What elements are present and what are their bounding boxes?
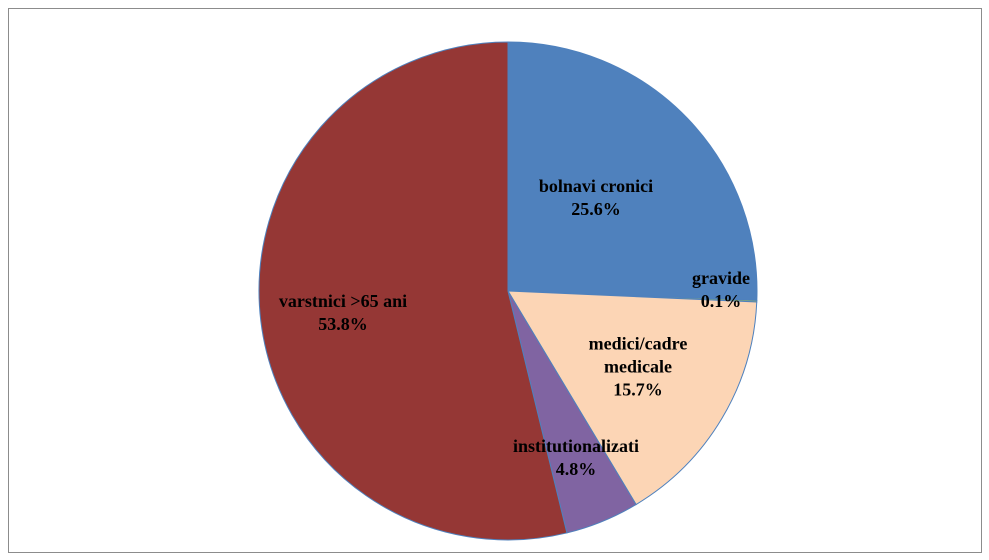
slice-label: institutionalizati 4.8% xyxy=(497,435,655,481)
slice-label: bolnavi cronici 25.6% xyxy=(516,175,676,221)
category-label: bolnavi cronici xyxy=(538,176,654,196)
pie-slice xyxy=(507,41,758,301)
value-label: 25.6% xyxy=(571,199,621,219)
category-label: institutionalizati xyxy=(512,436,639,456)
slice-label: varstnici >65 ani 53.8% xyxy=(263,290,423,336)
chart-frame xyxy=(8,8,982,553)
category-label: medici/cadre medicale xyxy=(588,333,688,377)
pie-slice xyxy=(507,290,758,506)
category-label: varstnici >65 ani xyxy=(278,291,408,311)
slice-label: medici/cadre medicale 15.7% xyxy=(568,333,708,402)
slice-label: gravide 0.1% xyxy=(676,267,766,313)
value-label: 0.1% xyxy=(700,291,742,311)
value-label: 53.8% xyxy=(318,314,368,334)
value-label: 15.7% xyxy=(613,379,663,400)
value-label: 4.8% xyxy=(555,459,597,479)
category-label: gravide xyxy=(692,268,750,288)
pie-slice xyxy=(258,41,568,541)
